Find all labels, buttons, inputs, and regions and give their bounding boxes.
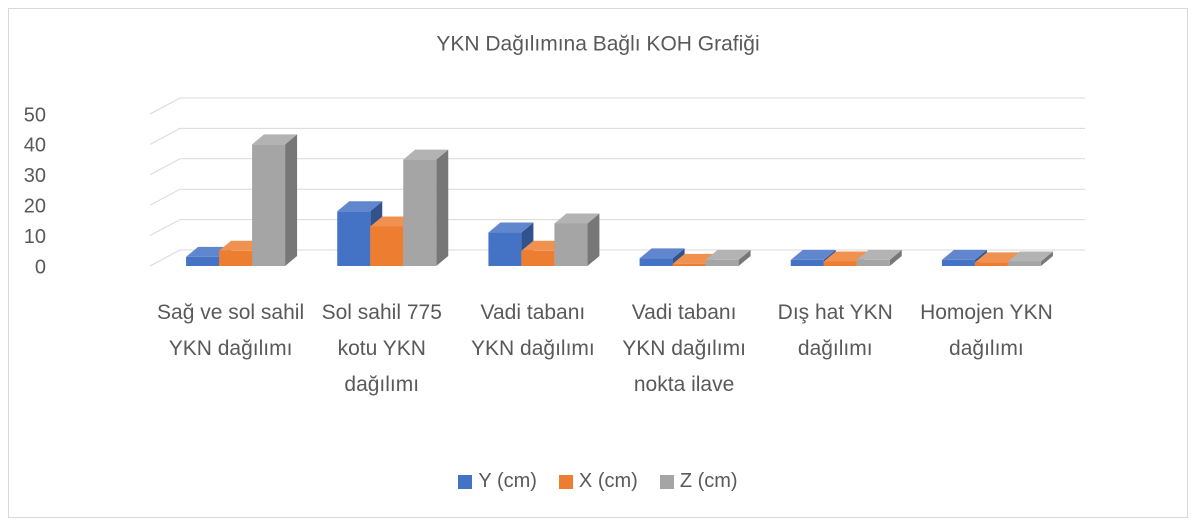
y-tick-label: 0 xyxy=(35,256,46,278)
bar xyxy=(554,213,600,266)
x-tick-label: Vadi tabanı YKN dağılımı nokta ilave xyxy=(622,301,746,396)
grid-line xyxy=(149,127,1085,145)
bar-front xyxy=(337,211,371,266)
bar-front xyxy=(370,226,404,266)
y-tick-label: 40 xyxy=(24,135,46,157)
bar-front xyxy=(219,250,253,266)
bar-top xyxy=(639,248,685,259)
legend-item: Y (cm) xyxy=(458,470,537,493)
bar-top xyxy=(941,249,987,260)
bar xyxy=(1007,251,1053,266)
bar-side xyxy=(285,134,298,266)
bar-top xyxy=(403,149,449,160)
bar-side xyxy=(436,149,449,266)
bar xyxy=(252,134,298,266)
bar-front xyxy=(403,159,437,266)
y-tick-label: 10 xyxy=(24,226,46,248)
legend-item: Z (cm) xyxy=(659,470,738,493)
bar-side xyxy=(738,249,751,266)
bar-top xyxy=(705,249,751,260)
grid-line xyxy=(149,188,1085,206)
bar xyxy=(403,149,449,266)
bar-top xyxy=(790,249,836,260)
legend-swatch xyxy=(458,474,473,489)
bar-front xyxy=(705,259,739,266)
bar-side xyxy=(1040,251,1053,266)
bar xyxy=(856,249,902,266)
bar-front xyxy=(974,262,1008,266)
legend-item: X (cm) xyxy=(558,470,638,493)
grid-line xyxy=(149,219,1085,237)
bar-front xyxy=(186,256,220,266)
bar-top xyxy=(823,251,869,262)
x-tick-label: Sağ ve sol sahil YKN dağılımı xyxy=(157,301,305,360)
bar-top xyxy=(488,222,534,233)
x-tick-label: Dış hat YKN dağılımı xyxy=(777,301,893,360)
bar-side xyxy=(587,213,600,266)
bar-front xyxy=(639,258,673,266)
bar-top xyxy=(554,213,600,224)
y-tick-label: 30 xyxy=(24,165,46,187)
bar-top xyxy=(856,249,902,260)
bar-front xyxy=(1007,261,1041,266)
bar-side xyxy=(889,249,902,266)
bar-front xyxy=(941,259,975,266)
bar xyxy=(337,201,383,266)
legend: Y (cm) X (cm) Z (cm) xyxy=(0,470,1196,493)
y-tick-label: 20 xyxy=(24,195,46,217)
bar-top xyxy=(337,201,383,212)
bar-front xyxy=(554,223,588,266)
bar-front xyxy=(488,232,522,266)
grid-line xyxy=(149,158,1085,176)
legend-swatch xyxy=(558,474,573,489)
legend-swatch xyxy=(659,474,674,489)
bar xyxy=(705,249,751,266)
bar-front xyxy=(823,261,857,266)
bar-front xyxy=(790,259,824,266)
bar-front xyxy=(672,263,706,266)
y-tick-label: 50 xyxy=(24,104,46,126)
legend-label: Y (cm) xyxy=(478,470,537,492)
chart-title: YKN Dağılımına Bağlı KOH Grafiği xyxy=(436,33,759,56)
grid-line xyxy=(149,249,1085,267)
bar-top xyxy=(1007,251,1053,262)
bar-front xyxy=(856,259,890,266)
bar-front xyxy=(521,250,555,266)
grid-line xyxy=(149,97,1085,115)
x-tick-label: Homojen YKN dağılımı xyxy=(920,301,1053,360)
legend-label: Z (cm) xyxy=(679,470,738,492)
bar-top xyxy=(974,252,1020,263)
legend-label: X (cm) xyxy=(578,470,638,492)
x-tick-label: Vadi tabanı YKN dağılımı xyxy=(471,301,595,360)
x-tick-label: Sol sahil 775 kotu YKN dağılımı xyxy=(321,301,442,396)
bar-top xyxy=(252,134,298,145)
bar-front xyxy=(252,144,286,266)
